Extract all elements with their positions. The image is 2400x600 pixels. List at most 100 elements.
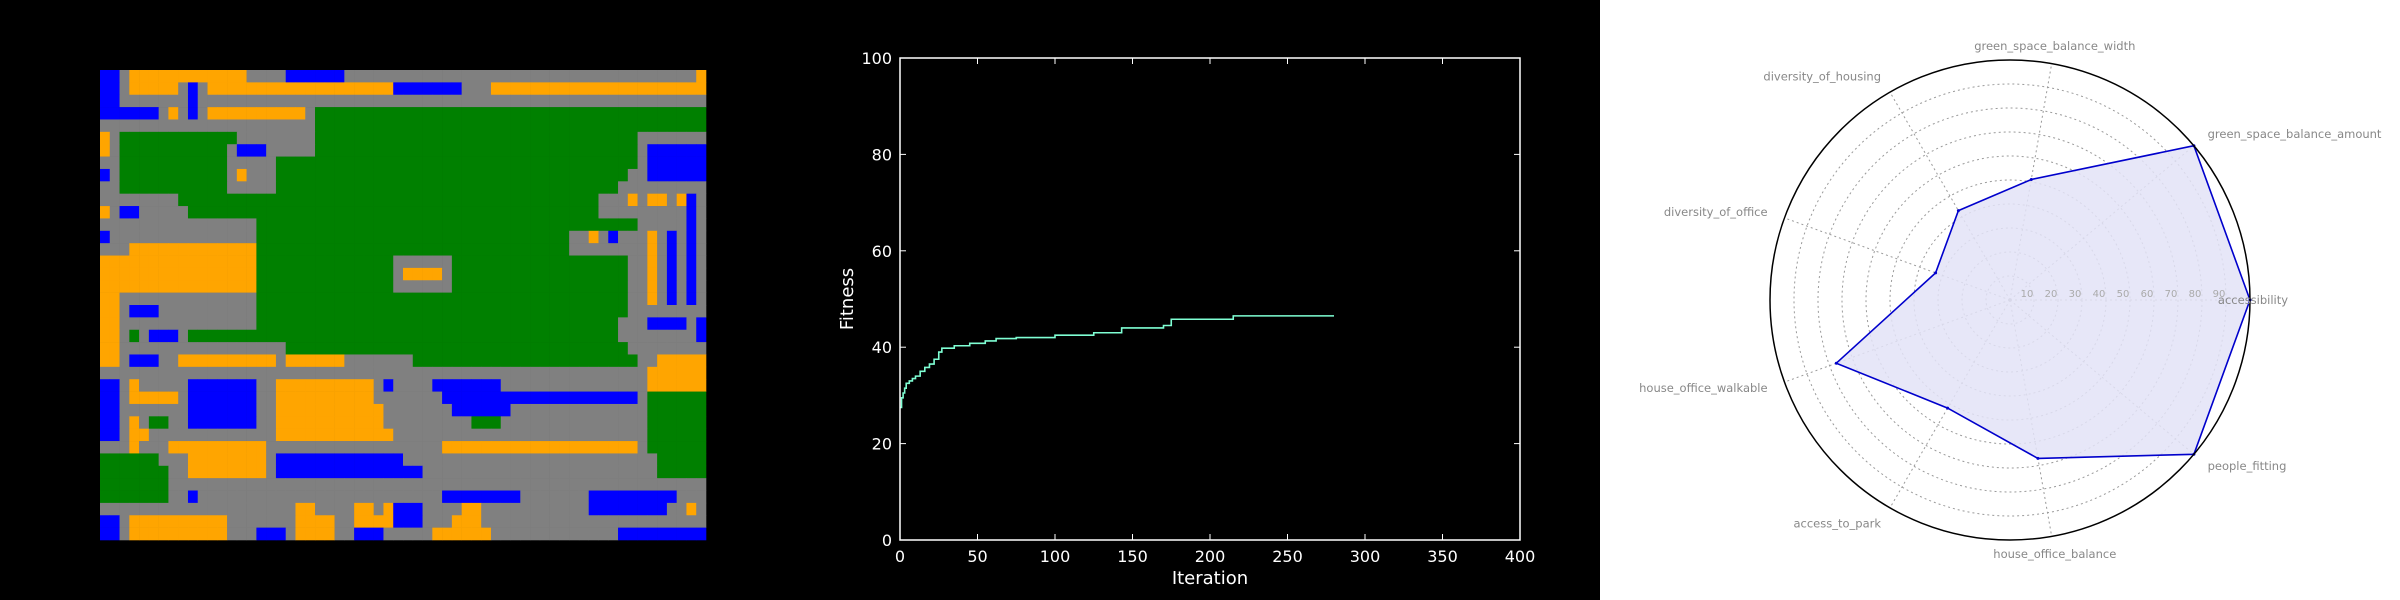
radar-axis-label: house_office_walkable [1639, 381, 1767, 395]
grid-cell-green [481, 416, 492, 429]
grid-cell-road [315, 502, 326, 516]
grid-cell-office [187, 416, 199, 429]
grid-cell-road [696, 342, 707, 355]
grid-cell-green [275, 181, 287, 194]
grid-cell-office [334, 453, 345, 467]
grid-cell-road [432, 465, 443, 479]
grid-cell-green [354, 168, 365, 182]
grid-cell-road [676, 305, 687, 318]
grid-cell-road [178, 305, 189, 318]
grid-cell-green [295, 206, 306, 219]
grid-cell-road [246, 70, 257, 83]
grid-cell-road [227, 342, 238, 355]
grid-cell-road [246, 305, 257, 318]
grid-cell-road [178, 465, 189, 479]
grid-cell-road [256, 502, 267, 516]
grid-cell-office [412, 502, 423, 516]
grid-cell-office [139, 107, 150, 120]
grid-cell-green [393, 292, 404, 306]
grid-cell-house [129, 441, 140, 454]
grid-cell-road [432, 428, 443, 442]
grid-cell-road [363, 478, 374, 491]
grid-cell-road [578, 366, 590, 380]
grid-cell-house [315, 527, 326, 541]
grid-cell-road [266, 131, 277, 145]
grid-cell-road [227, 305, 238, 318]
grid-cell-house [275, 416, 287, 429]
grid-cell-office [432, 82, 443, 96]
grid-cell-house [187, 267, 199, 281]
grid-cell-green [432, 342, 443, 355]
grid-cell-house [187, 243, 199, 256]
grid-cell-green [442, 230, 453, 244]
grid-cell-road [148, 403, 159, 417]
grid-cell-house [256, 465, 267, 479]
grid-cell-office [666, 243, 677, 256]
grid-cell-road [246, 490, 257, 504]
grid-cell-house [666, 366, 677, 380]
grid-cell-green [158, 478, 169, 491]
grid-cell-green [256, 292, 267, 306]
grid-cell-road [334, 502, 345, 516]
grid-cell-road [657, 206, 668, 219]
grid-cell-house [197, 354, 208, 368]
grid-cell-office [442, 82, 453, 96]
grid-cell-green [569, 156, 580, 170]
grid-cell-green [324, 193, 335, 207]
grid-cell-house [256, 107, 267, 120]
grid-cell-green [256, 255, 267, 269]
grid-cell-green [559, 243, 570, 256]
grid-cell-house [510, 82, 521, 96]
grid-cell-road [637, 329, 648, 343]
grid-cell-green [305, 156, 316, 170]
grid-cell-road [256, 428, 267, 442]
grid-cell-office [647, 156, 658, 170]
grid-cell-road [500, 379, 511, 392]
grid-cell-road [412, 453, 423, 467]
grid-cell-road [148, 292, 159, 306]
grid-cell-green [598, 181, 609, 194]
grid-cell-house [305, 379, 316, 392]
grid-cell-road [148, 502, 159, 516]
grid-cell-office [373, 453, 384, 467]
grid-cell-road [266, 416, 277, 429]
grid-cell-office [295, 465, 306, 479]
grid-cell-green [510, 317, 521, 331]
grid-cell-green [451, 218, 462, 232]
grid-cell-green [559, 267, 570, 281]
grid-cell-road [598, 379, 609, 392]
grid-cell-house [236, 255, 247, 269]
grid-cell-house [559, 82, 570, 96]
grid-cell-road [676, 342, 687, 355]
grid-cell-green [471, 131, 482, 145]
grid-cell-green [520, 119, 531, 133]
grid-cell-house [168, 280, 179, 293]
x-tick-label: 100 [1040, 547, 1071, 566]
grid-cell-house [324, 515, 335, 528]
grid-cell-road [637, 428, 648, 442]
grid-cell-road [393, 255, 404, 269]
grid-cell-green [608, 107, 619, 120]
grid-cell-road [637, 255, 648, 269]
grid-cell-green [148, 490, 159, 504]
grid-cell-green [471, 305, 482, 318]
grid-cell-office [373, 465, 384, 479]
grid-cell-road [187, 230, 199, 244]
grid-cell-office [451, 403, 462, 417]
grid-cell-road [696, 181, 707, 194]
grid-cell-house [139, 70, 150, 83]
grid-cell-green [520, 342, 531, 355]
grid-cell-road [178, 218, 189, 232]
grid-cell-road [578, 502, 590, 516]
grid-cell-green [324, 280, 335, 293]
grid-cell-road [627, 428, 638, 442]
grid-cell-road [510, 453, 521, 467]
grid-cell-green [256, 230, 267, 244]
grid-cell-green [403, 156, 414, 170]
grid-cell-green [285, 342, 296, 355]
grid-cell-green [588, 144, 599, 157]
grid-cell-green [578, 255, 590, 269]
grid-cell-green [608, 119, 619, 133]
grid-cell-green [530, 206, 541, 219]
grid-cell-road [158, 342, 169, 355]
